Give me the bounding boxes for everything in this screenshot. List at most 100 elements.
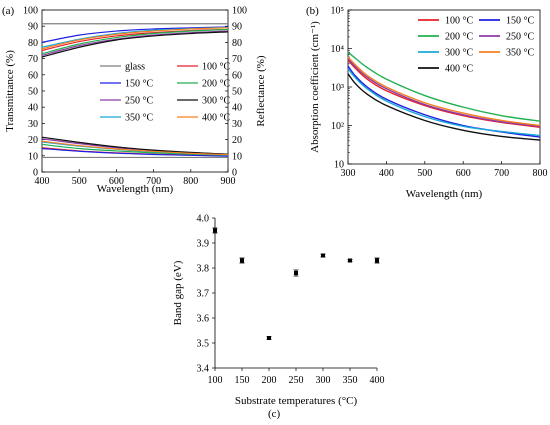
y-tick-label: 3.5 xyxy=(197,339,210,350)
panel-c-y-axis-label: Band gap (eV) xyxy=(172,260,184,325)
y-tick-label: 3.4 xyxy=(197,364,210,375)
y-tick-label: 3.8 xyxy=(197,264,210,275)
y-tick-label: 70 xyxy=(28,54,38,65)
y2-tick-label: 0 xyxy=(232,168,237,179)
series-line xyxy=(347,58,541,128)
panel-b-axes: 10 10² 10³ 10⁴ 10⁵ 300 400 500 600 700 800 xyxy=(331,6,548,180)
x-tick-label: 250 xyxy=(289,375,304,386)
y2-tick-label: 90 xyxy=(232,22,242,33)
y-tick-label: 3.6 xyxy=(197,314,210,325)
y2-tick-label: 50 xyxy=(232,87,242,98)
data-point xyxy=(348,258,352,263)
y2-tick-label: 70 xyxy=(232,54,242,65)
data-point xyxy=(240,258,244,263)
series-line xyxy=(347,73,541,141)
y-tick-label: 80 xyxy=(28,38,38,49)
y-tick-label: 100 xyxy=(23,6,38,17)
x-tick-label: 600 xyxy=(456,168,471,179)
y-tick-label: 3.7 xyxy=(197,289,210,300)
y-tick-label: 4.0 xyxy=(197,214,210,225)
x-tick-label: 150 xyxy=(235,375,250,386)
series-line xyxy=(347,56,541,127)
y2-tick-label: 100 xyxy=(232,6,247,17)
x-tick-label: 300 xyxy=(316,375,331,386)
x-tick-label: 600 xyxy=(109,176,124,187)
legend-label: 200 °C xyxy=(445,32,473,43)
x-tick-label: 500 xyxy=(72,176,87,187)
series-line xyxy=(347,68,541,137)
x-tick-label: 100 xyxy=(208,375,223,386)
y2-tick-label: 20 xyxy=(232,135,242,146)
panel-a-series xyxy=(41,23,229,159)
y-tick-label: 90 xyxy=(28,22,38,33)
legend-label: 100 °C xyxy=(202,62,230,73)
series-line-reflectance xyxy=(41,136,229,155)
y-tick-label: 10 xyxy=(334,160,344,171)
panel-c-points xyxy=(212,227,380,340)
y2-tick-label: 40 xyxy=(232,103,242,114)
data-point xyxy=(321,253,325,258)
y-tick-label: 10³ xyxy=(331,83,344,94)
legend-label: 400 °C xyxy=(202,113,230,124)
x-tick-label: 800 xyxy=(183,176,198,187)
legend-label: 200 °C xyxy=(202,79,230,90)
legend-label: 150 °C xyxy=(125,79,153,90)
x-tick-label: 400 xyxy=(379,168,394,179)
panel-c-axes: 3.4 3.5 3.6 3.7 3.8 3.9 4.0 100 150 200 250 300 350 4… xyxy=(197,214,385,387)
panel-b-y-axis-label: Absorption coefficient (cm⁻¹) xyxy=(309,21,321,153)
panel-b-label: (b) xyxy=(306,5,319,17)
panel-a-x-axis-label: Wavelength (nm) xyxy=(97,183,174,195)
x-tick-label: 200 xyxy=(262,375,277,386)
x-tick-label: 400 xyxy=(35,176,50,187)
panel-b-legend: 100 °C 150 °C 200 °C 250 °C 300 °C 350 °C 400 … xyxy=(418,16,534,75)
panel-c-x-axis-label: Substrate temperatures (°C) xyxy=(235,395,358,407)
y-tick-label: 0 xyxy=(33,168,38,179)
y2-tick-label: 30 xyxy=(232,119,242,130)
legend-label: 400 °C xyxy=(445,64,473,75)
y-tick-label: 50 xyxy=(28,87,38,98)
legend-label: 100 °C xyxy=(445,16,473,27)
legend-label: glass xyxy=(125,62,145,73)
x-tick-label: 700 xyxy=(146,176,161,187)
panel-a-legend: glass 100 °C 150 °C 200 °C 250 °C 300 °C 350 °… xyxy=(100,62,230,124)
x-tick-label: 500 xyxy=(417,168,432,179)
panel-a-y-axis-label: Transmittance (%) xyxy=(4,50,16,132)
series-line-reflectance xyxy=(41,147,229,157)
legend-label: 150 °C xyxy=(506,16,534,27)
y-tick-label: 20 xyxy=(28,135,38,146)
y-tick-label: 10 xyxy=(28,151,38,162)
series-line-transmittance xyxy=(41,31,229,58)
legend-label: 350 °C xyxy=(125,113,153,124)
y2-tick-label: 80 xyxy=(232,38,242,49)
legend-label: 250 °C xyxy=(125,96,153,107)
y2-tick-label: 10 xyxy=(232,151,242,162)
x-tick-label: 700 xyxy=(494,168,509,179)
panel-b-x-axis-label: Wavelength (nm) xyxy=(406,188,483,200)
y-tick-label: 10² xyxy=(331,121,344,132)
series-line-transmittance xyxy=(41,30,229,56)
legend-label: 250 °C xyxy=(506,32,534,43)
series-line-transmittance xyxy=(41,28,229,55)
y2-tick-label: 60 xyxy=(232,70,242,81)
y-tick-label: 40 xyxy=(28,103,38,114)
series-line-transmittance xyxy=(41,26,229,43)
panel-c-chart: 3.4 3.5 3.6 3.7 3.8 3.9 4.0 100 150 200 250 300 350 4… xyxy=(172,214,385,408)
series-line-transmittance xyxy=(41,27,229,50)
data-point xyxy=(294,271,298,275)
panel-a-chart: 0 0 10 10 20 20 30 30 40 40 50 50 60 60 70 70 80 80 90 90 10… xyxy=(4,6,267,196)
panel-c-label: (c) xyxy=(268,408,281,420)
x-tick-label: 800 xyxy=(533,168,548,179)
x-tick-label: 350 xyxy=(343,375,358,386)
data-point xyxy=(213,228,217,233)
panel-a-label: (a) xyxy=(2,5,15,17)
panel-b-series xyxy=(347,51,541,141)
y-tick-label: 60 xyxy=(28,70,38,81)
legend-label: 350 °C xyxy=(506,48,534,59)
x-tick-label: 400 xyxy=(370,375,385,386)
y-tick-label: 3.9 xyxy=(197,239,210,250)
x-tick-label: 300 xyxy=(341,168,356,179)
data-point xyxy=(267,336,271,340)
legend-label: 300 °C xyxy=(202,96,230,107)
